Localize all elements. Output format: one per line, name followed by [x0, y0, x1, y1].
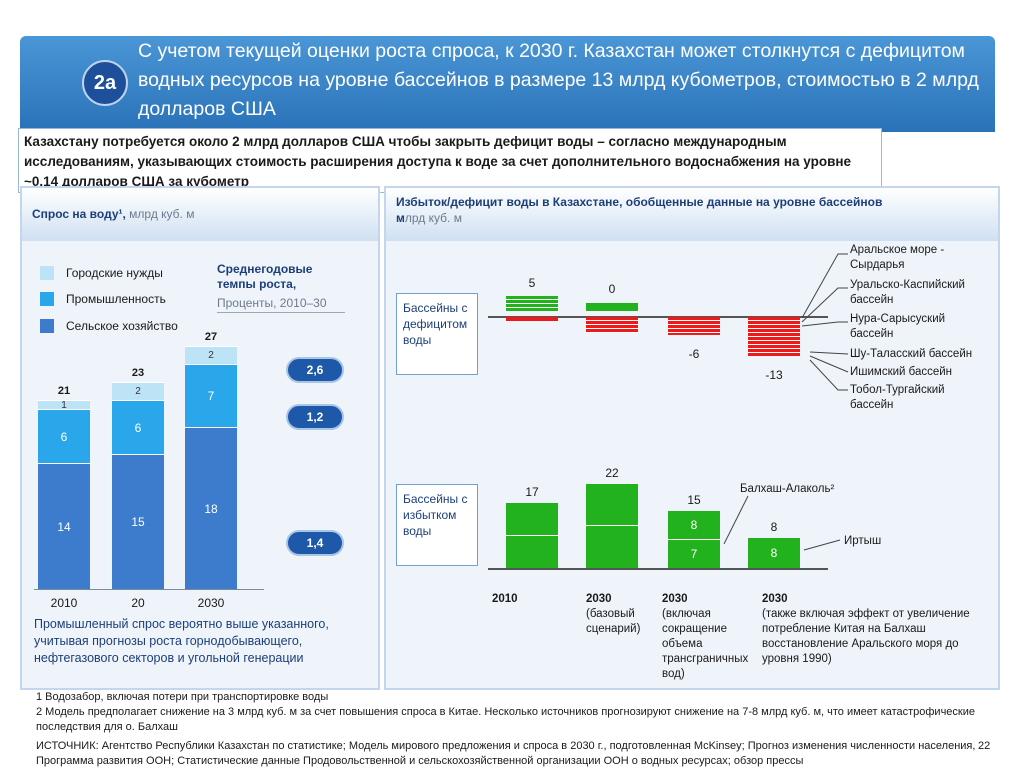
deficit-value-label: 5 — [528, 276, 536, 290]
industry-note: Промышленный спрос вероятно выше указанн… — [34, 617, 329, 665]
demand-bar-industry: 6 — [112, 400, 164, 454]
footnotes: 1 Водозабор, включая потери при транспор… — [36, 690, 986, 768]
balance-x-label: 2030 (базовый сценарий) — [586, 592, 656, 637]
surplus-value-label: 15 — [687, 493, 701, 507]
surplus-basins-box: Бассейны с избытком воды — [396, 484, 478, 566]
demand-bar-agriculture: 15 — [112, 454, 164, 589]
footnote-1: 1 Водозабор, включая потери при транспор… — [36, 691, 329, 703]
deficit-basins-box: Бассейны с дефицитом воды — [396, 293, 478, 375]
balance-x-desc: (включая сокращение объема трансграничны… — [662, 608, 749, 680]
demand-bar-agriculture: 18 — [185, 427, 237, 589]
surplus-bar-segment: 8 — [770, 545, 778, 560]
deficit-bar-negative-part — [506, 317, 558, 321]
deficit-value-label: -6 — [688, 347, 700, 361]
legend-label-industry: Промышленность — [66, 292, 166, 306]
basin-leader-lines — [801, 253, 849, 391]
deficit-value-label: 0 — [608, 282, 616, 296]
deficit-bar — [506, 296, 558, 311]
growth-bubble-industry: 1,2 — [286, 404, 344, 430]
surplus-bar — [586, 484, 638, 568]
basin-label-ural: Урaльско-Каспийский бассейн — [850, 279, 965, 306]
demand-bar-industry: 6 — [38, 409, 90, 463]
surplus-bar-segment-bottom — [586, 526, 638, 568]
balance-unit: лрд куб. м — [404, 211, 462, 225]
surplus-bar — [506, 503, 558, 568]
section-badge: 2а — [82, 60, 128, 106]
basin-label-aral: Аральское море - Сырдарья — [850, 244, 945, 271]
demand-x-label: 2010 — [50, 596, 78, 610]
growth-title: Среднегодовые темпы роста, — [217, 262, 313, 291]
balance-x-year: 2030 — [662, 593, 688, 605]
balance-header: Избыток/дефицит воды в Казахстане, обобщ… — [386, 188, 998, 241]
source-note: ИСТОЧНИК: Агентство Республики Казахстан… — [36, 740, 976, 767]
demand-bar-urban: 1 — [38, 400, 90, 411]
growth-divider — [217, 312, 345, 313]
growth-bubble-agriculture: 1,4 — [286, 530, 344, 556]
balance-x-desc: (базовый сценарий) — [586, 608, 641, 635]
growth-unit: Проценты, 2010–30 — [217, 296, 327, 310]
surplus-bar-segment-top: 8 — [668, 511, 720, 540]
deficit-bar — [748, 317, 800, 356]
footnote-2: 2 Модель предполагает снижение на 3 млрд… — [36, 706, 975, 733]
balance-x-desc: (также включая эффект от увеличение потр… — [762, 608, 970, 665]
header-banner — [20, 36, 995, 132]
demand-bar-industry: 7 — [185, 364, 237, 427]
surplus-bar-segment-bottom — [506, 536, 558, 568]
page-title: С учетом текущей оценки роста спроса, к … — [138, 40, 979, 120]
balance-x-year: 2010 — [492, 593, 518, 605]
basin-label-nura: Нура-Сарысуский бассейн — [850, 313, 946, 340]
growth-bubble-urban: 2,6 — [286, 357, 344, 383]
irtysh-label: Иртыш — [844, 535, 882, 547]
basin-label-tobol: Тобол-Тургайский бассейн — [850, 384, 945, 411]
intro-text: Казахстану потребуется около 2 млрд долл… — [18, 128, 882, 193]
surplus-leader-lines — [723, 495, 841, 551]
balance-x-label: 2010 — [492, 592, 552, 607]
surplus-bar: 8 — [748, 537, 800, 568]
demand-bar-urban: 2 — [112, 382, 164, 400]
surplus-baseline — [488, 568, 828, 570]
demand-bar-total: 27 — [204, 331, 218, 343]
surplus-bar-segment-top — [586, 484, 638, 527]
balance-x-label: 2030 (включая сокращение объема трансгран… — [662, 592, 752, 682]
balance-unit-m: м — [396, 211, 405, 225]
legend-swatch-urban — [40, 266, 54, 280]
basin-label-ishim: Ишимский бассейн — [850, 366, 953, 378]
balance-panel: Избыток/дефицит воды в Казахстане, обобщ… — [384, 186, 1000, 690]
demand-bar-total: 23 — [131, 367, 145, 379]
demand-x-label: 20 — [131, 596, 145, 610]
balance-title: Избыток/дефицит воды в Казахстане, обобщ… — [396, 195, 883, 209]
legend-swatch-agriculture — [40, 319, 54, 333]
demand-bar-urban: 2 — [185, 346, 237, 364]
balkhash-label: Балхаш-Алаколь² — [740, 483, 835, 495]
deficit-value-label: -13 — [765, 368, 783, 382]
surplus-value-label: 22 — [605, 466, 619, 481]
water-demand-header: Спрос на воду¹, млрд куб. м — [22, 188, 378, 241]
surplus-bar-segment-bottom: 7 — [690, 546, 698, 561]
deficit-bar — [668, 317, 720, 335]
basin-label-shu: Шу-Таласский бассейн — [850, 348, 973, 360]
water-demand-title: Спрос на воду¹, — [32, 207, 126, 221]
balance-x-year: 2030 — [762, 593, 788, 605]
water-demand-unit: млрд куб. м — [125, 207, 195, 221]
demand-bar-total: 21 — [57, 385, 71, 397]
demand-chart-axis — [34, 589, 264, 590]
deficit-bar-negative-part — [586, 317, 638, 333]
deficit-bar — [586, 303, 638, 311]
legend-label-urban: Городские нужды — [66, 266, 163, 280]
page-number: 22 — [978, 740, 991, 752]
deficit-baseline — [488, 316, 828, 318]
balance-x-label: 2030 (также включая эффект от увеличение … — [762, 592, 972, 667]
legend-swatch-industry — [40, 292, 54, 306]
demand-bar-agriculture: 14 — [38, 463, 90, 589]
balance-x-year: 2030 — [586, 593, 612, 605]
surplus-bar-segment-top — [506, 503, 558, 536]
surplus-value-label: 17 — [525, 485, 539, 500]
demand-x-label: 2030 — [197, 596, 225, 610]
legend-label-agriculture: Сельское хозяйство — [66, 319, 178, 333]
surplus-value-label: 8 — [770, 519, 778, 534]
